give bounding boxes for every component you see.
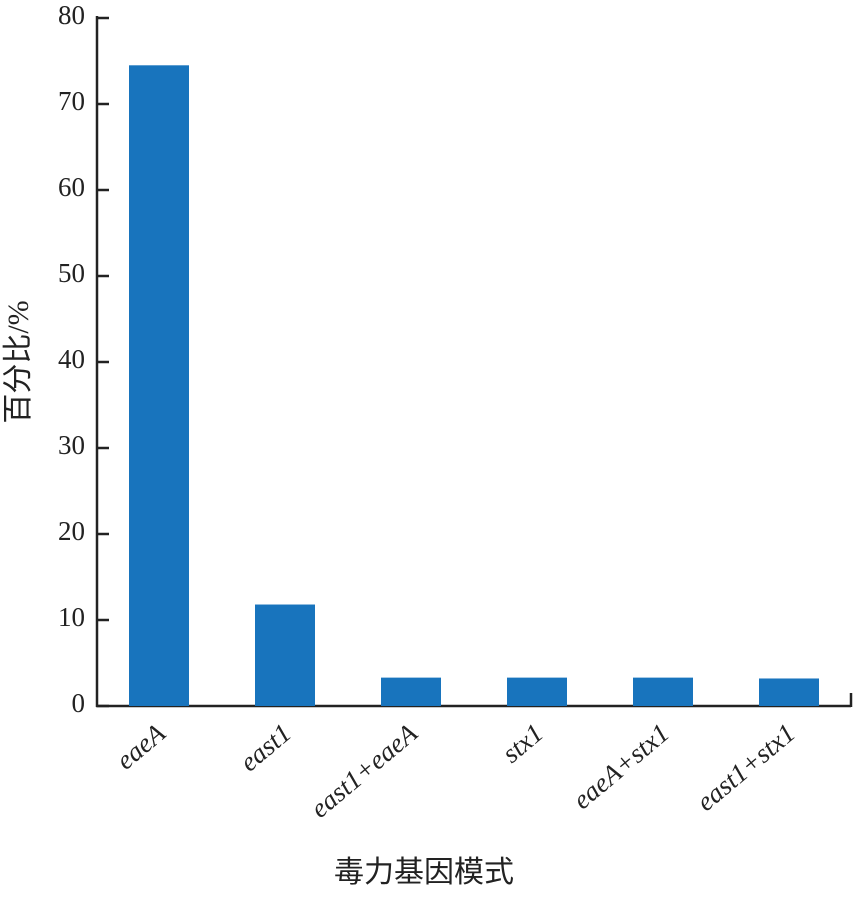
bar <box>633 677 693 706</box>
x-tick-label: east1 <box>234 718 297 778</box>
y-tick-label: 20 <box>58 516 85 546</box>
y-tick-label: 30 <box>58 430 85 460</box>
y-tick-label: 10 <box>58 602 85 632</box>
x-tick-label: eaeA+stx1 <box>567 718 675 815</box>
y-tick-label: 40 <box>58 344 85 374</box>
x-tick-label: east1+eaeA <box>305 717 424 823</box>
x-axis-title: 毒力基因模式 <box>334 856 514 889</box>
bar <box>507 677 567 706</box>
y-tick-label: 70 <box>58 86 85 116</box>
bar <box>255 604 315 706</box>
x-tick-label: stx1 <box>496 718 549 769</box>
bar <box>759 678 819 706</box>
y-tick-label: 80 <box>58 0 85 30</box>
y-tick-label: 0 <box>72 688 86 718</box>
bar <box>129 65 189 707</box>
y-tick-label: 50 <box>58 258 85 288</box>
x-tick-label: east1+stx1 <box>691 718 801 817</box>
y-tick-label: 60 <box>58 172 85 202</box>
bar <box>381 677 441 706</box>
x-tick-label: eaeA <box>110 717 171 775</box>
y-axis-title: 百分比/% <box>2 300 35 423</box>
